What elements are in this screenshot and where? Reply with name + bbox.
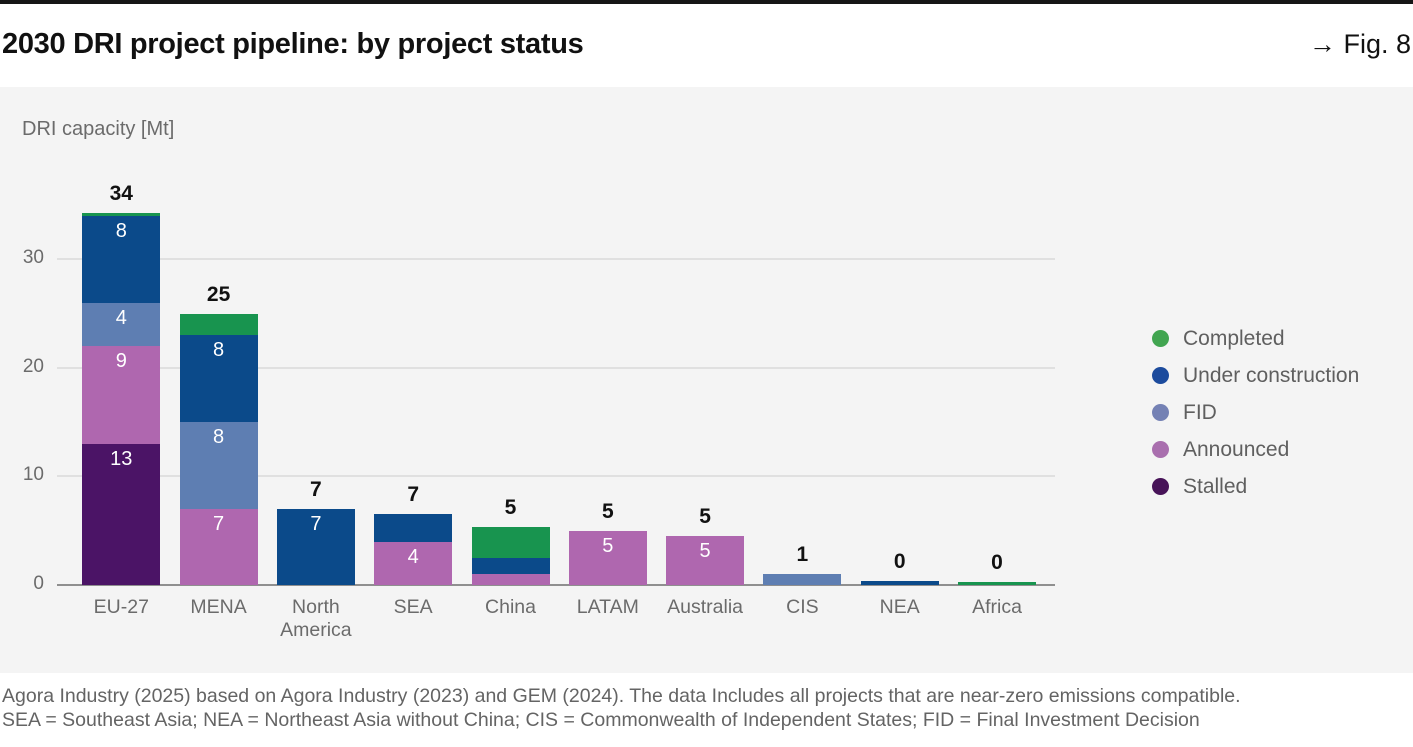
legend-item-completed: Completed [1152, 326, 1413, 352]
bar-segment-value: 7 [310, 512, 322, 535]
bar-segment-value: 8 [213, 426, 225, 449]
legend: Completed Under construction FID Announced S… [1152, 326, 1413, 500]
y-tick-label: 0 [33, 573, 44, 594]
bar-total-label: 5 [504, 496, 517, 520]
bar-total-label: 34 [109, 181, 133, 205]
source-note: Agora Industry (2025) based on Agora Ind… [2, 684, 1411, 732]
x-axis-label: LATAM [576, 596, 639, 618]
bar-segment-fid [763, 574, 842, 585]
x-axis-label: CIS [786, 596, 819, 618]
plot-area: 0 10 20 30 13 9 4 8 34 EU-27 7 8 8 25 MENA 7 7 North Amer… [0, 87, 1413, 673]
bar-segment-completed [471, 527, 550, 558]
legend-label: Announced [1183, 438, 1290, 461]
bar-segment-fid [179, 422, 258, 509]
legend-label: Stalled [1183, 475, 1248, 498]
bar-segment-value: 7 [213, 512, 225, 535]
legend-item-stalled: Stalled [1152, 474, 1413, 500]
bar-segment-value: 4 [407, 545, 419, 568]
top-accent-bar [0, 0, 1413, 4]
y-tick-label: 20 [22, 355, 44, 377]
bar-segment-announced [374, 541, 453, 585]
bar-segment-announced [471, 574, 550, 585]
bar-segment-announced [82, 346, 161, 444]
bar-segment-value: 13 [110, 447, 133, 470]
bar-segment-value: 8 [115, 219, 127, 242]
bar-total-label: 0 [893, 550, 906, 574]
bar-segment-under-construction [471, 557, 550, 575]
bar-segment-fid [82, 302, 161, 347]
gridline [57, 366, 1055, 369]
chart-panel: DRI capacity [Mt] 0 10 20 30 13 9 4 8 34 EU-27 7 8 8… [0, 87, 1413, 673]
x-axis-label: Australia [667, 596, 744, 618]
bar-segment-under-construction [860, 581, 939, 585]
bar-total-label: 5 [601, 499, 614, 523]
legend-label: Completed [1183, 327, 1285, 350]
bar-total-label: 5 [699, 505, 711, 529]
x-axis-label: NEA [879, 596, 920, 618]
bar-total-label: 25 [206, 282, 231, 306]
page-title: 2030 DRI project pipeline: by project st… [2, 27, 584, 60]
figure-number-label: → Fig. 8 [1308, 28, 1411, 59]
bar-total-label: 0 [991, 551, 1003, 575]
bar-segment-value: 5 [699, 540, 711, 563]
x-axis-label: North America [280, 596, 352, 641]
legend-item-fid: FID [1152, 400, 1413, 426]
bar-segment-value: 8 [213, 339, 225, 362]
gridline [57, 258, 1055, 261]
x-axis-label: MENA [190, 596, 247, 618]
legend-label: FID [1183, 401, 1217, 424]
bar-segment-under-construction [179, 335, 258, 423]
x-axis-label: Africa [972, 596, 1022, 618]
gridline [57, 475, 1055, 478]
bar-segment-completed [82, 212, 161, 216]
legend-item-announced: Announced [1152, 437, 1413, 463]
bar-segment-under-construction [276, 508, 355, 585]
x-axis-line [57, 584, 1055, 586]
bar-segment-under-construction [82, 215, 161, 303]
legend-dot-icon [1152, 478, 1169, 495]
source-note-line2: SEA = Southeast Asia; NEA = Northeast As… [2, 709, 1200, 731]
legend-dot-icon [1152, 367, 1169, 384]
bar-segment-announced [666, 536, 745, 585]
bar-segment-value: 5 [602, 534, 614, 557]
bar-segment-completed [958, 582, 1036, 585]
bar-total-label: 7 [407, 483, 420, 507]
bar-segment-announced [568, 530, 647, 585]
bar-segment-announced [179, 508, 258, 585]
x-axis-label: China [485, 596, 536, 618]
bar-segment-completed [179, 313, 258, 336]
legend-dot-icon [1152, 441, 1169, 458]
bar-segment-stalled [82, 443, 161, 585]
y-tick-label: 10 [22, 464, 44, 486]
y-tick-label: 30 [22, 247, 44, 269]
x-axis-label: EU-27 [93, 596, 149, 618]
bar-segment-under-construction [374, 514, 453, 542]
y-axis-title: DRI capacity [Mt] [22, 118, 175, 140]
bar-segment-value: 9 [115, 350, 127, 373]
legend-label: Under construction [1183, 364, 1360, 387]
figure-header: 2030 DRI project pipeline: by project st… [0, 4, 1413, 84]
bar-segment-value: 4 [115, 306, 127, 329]
legend-dot-icon [1152, 330, 1169, 347]
bar-total-label: 1 [796, 543, 809, 567]
legend-item-under-construction: Under construction [1152, 363, 1413, 389]
legend-dot-icon [1152, 404, 1169, 421]
source-note-line1: Agora Industry (2025) based on Agora Ind… [2, 685, 1241, 707]
x-axis-label: SEA [393, 596, 433, 618]
bar-total-label: 7 [310, 477, 322, 501]
